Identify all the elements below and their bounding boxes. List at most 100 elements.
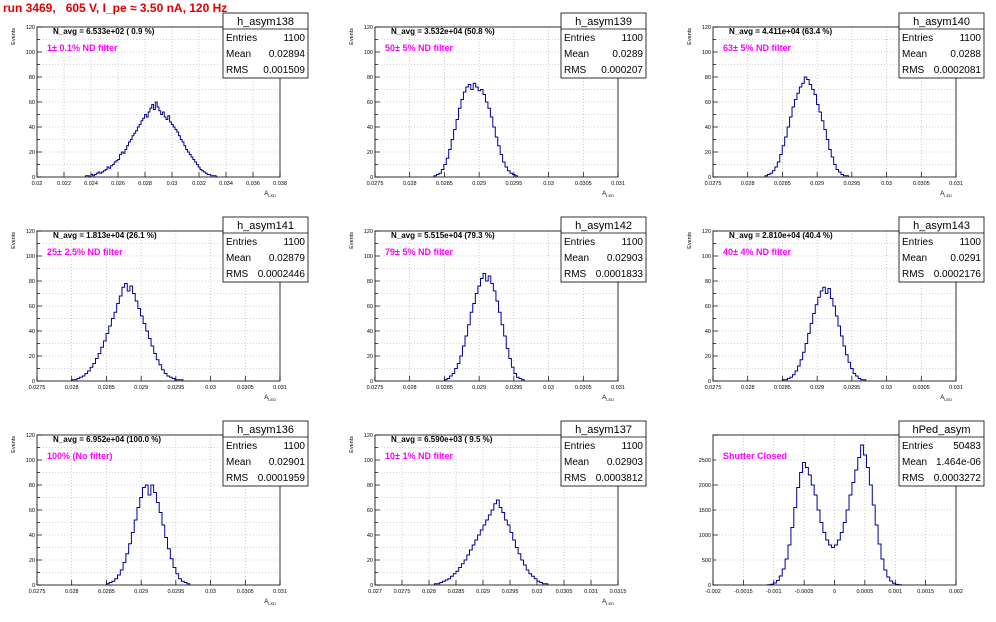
stats-value: 0.001509 xyxy=(263,65,305,76)
stats-label: RMS xyxy=(564,473,587,484)
x-tick-label: 0.027 xyxy=(368,589,382,595)
stats-value: 0.02903 xyxy=(607,457,644,468)
x-tick-label: 0.0305 xyxy=(913,181,930,187)
histogram-line xyxy=(443,273,525,381)
filter-label: 100% (No filter) xyxy=(47,451,113,461)
x-tick-label: 0.0305 xyxy=(556,589,573,595)
x-tick-label: 0.038 xyxy=(273,181,287,187)
run-title: run 3469, 605 V, I_pe ≈ 3.50 nA, 120 Hz xyxy=(3,1,228,15)
y-axis-title: Events xyxy=(349,436,355,453)
y-tick-label: 0 xyxy=(370,583,373,589)
stats-label: RMS xyxy=(564,269,587,280)
y-tick-label: 40 xyxy=(705,125,711,131)
x-tick-label: 0.0305 xyxy=(575,385,592,391)
x-tick-label: 0.0295 xyxy=(843,181,860,187)
stats-box xyxy=(898,216,985,283)
x-tick-label: 0.0315 xyxy=(610,589,627,595)
stats-box xyxy=(560,12,647,79)
x-axis-title: ALED xyxy=(264,395,276,402)
stats-box-title: h_asym137 xyxy=(575,424,632,436)
y-tick-label: 40 xyxy=(367,329,373,335)
stats-value: 1.464e-06 xyxy=(936,457,981,468)
stats-value: 1100 xyxy=(959,33,981,44)
stats-value: 1100 xyxy=(621,441,643,452)
x-axis-title: ALED xyxy=(602,191,614,198)
x-tick-label: 0.031 xyxy=(273,385,287,391)
stats-value: 0.0288 xyxy=(950,49,981,60)
x-tick-label: 0.0285 xyxy=(98,385,115,391)
x-axis-title: ALED xyxy=(940,191,952,198)
x-tick-label: 0.0015 xyxy=(917,589,934,595)
y-tick-label: 80 xyxy=(705,75,711,81)
x-tick-label: 0.034 xyxy=(219,181,233,187)
x-axis-title: ALED xyxy=(602,599,614,606)
x-tick-label: 0.0295 xyxy=(505,181,522,187)
stats-box-title: h_asym139 xyxy=(575,16,632,28)
histogram-line xyxy=(433,499,549,585)
y-axis-title: Events xyxy=(687,28,693,45)
stats-value: 1100 xyxy=(621,237,643,248)
y-tick-label: 80 xyxy=(29,483,35,489)
histogram-pad-hPed_asym: -0.002 -0.0015 -0.001 -0.0005 0 0.0005 0.001 0.… xyxy=(699,420,985,595)
y-tick-label: 120 xyxy=(364,433,373,439)
y-tick-label: 1500 xyxy=(699,508,711,514)
y-tick-label: 60 xyxy=(367,304,373,310)
stats-box-title: h_asym142 xyxy=(575,220,632,232)
stats-label: Entries xyxy=(226,33,257,44)
navg-annotation: N_avg = 6.533e+02 ( 0.9 %) xyxy=(53,27,155,36)
stats-box-title: h_asym138 xyxy=(237,16,294,28)
histogram-pad-h_asym141: 0.0275 0.028 0.0285 0.029 0.0295 0.03 0.0305 0.… xyxy=(11,216,309,402)
stats-value: 0.02894 xyxy=(269,49,306,60)
y-tick-label: 60 xyxy=(29,508,35,514)
stats-box-title: hPed_asym xyxy=(912,424,970,436)
stats-value: 0.0002081 xyxy=(934,65,982,76)
stats-box-title: h_asym143 xyxy=(913,220,970,232)
y-tick-label: 1000 xyxy=(699,533,711,539)
stats-value: 1100 xyxy=(621,33,643,44)
y-tick-label: 120 xyxy=(702,25,711,31)
stats-value: 0.02901 xyxy=(269,457,306,468)
stats-label: RMS xyxy=(902,65,925,76)
histogram-line xyxy=(71,283,184,381)
x-tick-label: 0.0285 xyxy=(436,181,453,187)
y-tick-label: 500 xyxy=(702,558,711,564)
navg-annotation: N_avg = 6.590e+03 ( 9.5 %) xyxy=(391,435,493,444)
stats-label: RMS xyxy=(226,269,249,280)
x-axis-title: ALED xyxy=(264,599,276,606)
stats-value: 0.0002446 xyxy=(258,269,306,280)
stats-label: Mean xyxy=(902,253,927,264)
y-tick-label: 0 xyxy=(32,583,35,589)
histogram-line xyxy=(105,484,191,585)
histogram-pad-h_asym142: 0.0275 0.028 0.0285 0.029 0.0295 0.03 0.0305 0.… xyxy=(349,216,647,402)
x-tick-label: 0.0275 xyxy=(705,385,722,391)
stats-box xyxy=(222,420,309,487)
y-tick-label: 0 xyxy=(370,379,373,385)
filter-label: 25± 2.5% ND filter xyxy=(47,247,123,257)
x-tick-label: 0.03 xyxy=(532,589,543,595)
x-tick-label: 0.028 xyxy=(422,589,436,595)
stats-box xyxy=(898,12,985,79)
x-tick-label: 0.03 xyxy=(205,385,216,391)
y-tick-label: 120 xyxy=(26,229,35,235)
x-tick-label: 0.001 xyxy=(888,589,902,595)
x-tick-label: 0.03 xyxy=(167,181,178,187)
stats-value: 1100 xyxy=(959,237,981,248)
x-tick-label: 0.0275 xyxy=(394,589,411,595)
x-tick-label: 0.0295 xyxy=(505,385,522,391)
histogram-pad-h_asym140: 0.0275 0.028 0.0285 0.029 0.0295 0.03 0.0305 0.… xyxy=(687,12,985,198)
x-tick-label: 0.031 xyxy=(611,181,625,187)
y-tick-label: 20 xyxy=(367,354,373,360)
stats-value: 1100 xyxy=(283,33,305,44)
navg-annotation: N_avg = 4.411e+04 (63.4 %) xyxy=(729,27,833,36)
y-tick-label: 80 xyxy=(29,279,35,285)
stats-value: 1100 xyxy=(283,237,305,248)
x-tick-label: 0.02 xyxy=(32,181,43,187)
x-tick-label: 0.03 xyxy=(881,385,892,391)
x-tick-label: 0.0285 xyxy=(774,181,791,187)
stats-label: RMS xyxy=(902,473,925,484)
y-tick-label: 60 xyxy=(29,100,35,106)
stats-box-title: h_asym140 xyxy=(913,16,970,28)
x-axis-title: ALED xyxy=(264,191,276,198)
stats-label: Entries xyxy=(902,441,933,452)
